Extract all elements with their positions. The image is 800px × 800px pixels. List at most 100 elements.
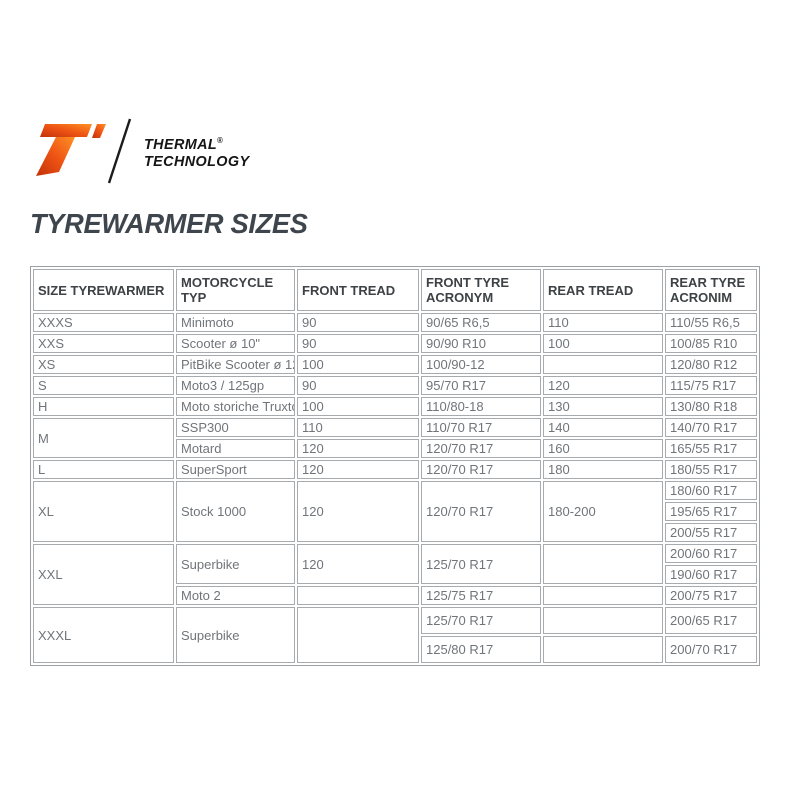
table-row-xl-2: 195/65 R17 <box>33 502 757 521</box>
col-header-front-tyre-acronym: FRONT TYRE ACRONYM <box>421 269 541 311</box>
cell: 95/70 R17 <box>421 376 541 395</box>
cell: Superbike <box>176 607 295 663</box>
cell: 140/70 R17 <box>665 418 757 437</box>
cell: 110/70 R17 <box>421 418 541 437</box>
cell: XS <box>33 355 174 374</box>
table-row-m-motard: Motard 120 120/70 R17 160 165/55 R17 <box>33 439 757 458</box>
col-header-size: SIZE TYREWARMER <box>33 269 174 311</box>
table-row-xxxs: XXXS Minimoto 90 90/65 R6,5 110 110/55 R… <box>33 313 757 332</box>
cell: 200/55 R17 <box>665 523 757 542</box>
col-header-motorcycle-typ: MOTORCYCLE TYP <box>176 269 295 311</box>
table-row-h: H Moto storiche Truxton 100 110/80-18 13… <box>33 397 757 416</box>
cell <box>543 636 663 663</box>
cell: 120 <box>297 481 419 542</box>
cell: 110 <box>543 313 663 332</box>
cell: 195/65 R17 <box>665 502 757 521</box>
cell: 190/60 R17 <box>665 565 757 584</box>
cell: XXL <box>33 544 174 605</box>
cell: 110 <box>297 418 419 437</box>
cell: XXXL <box>33 607 174 663</box>
cell: 100/90-12 <box>421 355 541 374</box>
cell: 200/70 R17 <box>665 636 757 663</box>
cell: 200/75 R17 <box>665 586 757 605</box>
cell: Minimoto <box>176 313 295 332</box>
table-row-xxxl-superbike: XXXL Superbike 125/70 R17 200/65 R17 <box>33 607 757 663</box>
cell: 200/65 R17 <box>665 607 757 634</box>
cell: Superbike <box>176 544 295 584</box>
cell: M <box>33 418 174 458</box>
registered-mark: ® <box>217 136 223 145</box>
cell: XXXS <box>33 313 174 332</box>
page-title: TYREWARMER SIZES <box>30 208 308 239</box>
cell: 110/80-18 <box>421 397 541 416</box>
cell: SuperSport <box>176 460 295 479</box>
table-row-xxl-2: 190/60 R17 <box>33 565 757 584</box>
col-header-front-tread: FRONT TREAD <box>297 269 419 311</box>
cell: 120 <box>543 376 663 395</box>
cell: L <box>33 460 174 479</box>
cell: 100 <box>297 397 419 416</box>
table-row-xl: XL Stock 1000 120 120/70 R17 180-200 180… <box>33 481 757 542</box>
cell: XXS <box>33 334 174 353</box>
cell: Moto storiche Truxton <box>176 397 295 416</box>
brand-name-line1: THERMAL® <box>144 136 223 153</box>
cell <box>543 586 663 605</box>
cell: 130/80 R18 <box>665 397 757 416</box>
cell: 160 <box>543 439 663 458</box>
table-row-xxl-superbike: XXL Superbike 120 125/70 R17 200/60 R17 <box>33 544 757 605</box>
table-row-xl-3: 200/55 R17 <box>33 523 757 542</box>
cell: 125/70 R17 <box>421 607 541 634</box>
cell: 125/80 R17 <box>421 636 541 663</box>
cell: 100/85 R10 <box>665 334 757 353</box>
table-row-xxxl-2: 125/80 R17 200/70 R17 <box>33 636 757 663</box>
cell: XL <box>33 481 174 542</box>
cell: 165/55 R17 <box>665 439 757 458</box>
cell: 125/70 R17 <box>421 544 541 584</box>
cell: 180/55 R17 <box>665 460 757 479</box>
cell: 130 <box>543 397 663 416</box>
cell: Moto 2 <box>176 586 295 605</box>
col-header-rear-tread: REAR TREAD <box>543 269 663 311</box>
cell: Motard <box>176 439 295 458</box>
cell: S <box>33 376 174 395</box>
cell: 200/60 R17 <box>665 544 757 563</box>
table-row-s: S Moto3 / 125gp 90 95/70 R17 120 115/75 … <box>33 376 757 395</box>
cell: H <box>33 397 174 416</box>
cell: 180 <box>543 460 663 479</box>
cell: 115/75 R17 <box>665 376 757 395</box>
cell: 120/70 R17 <box>421 460 541 479</box>
sizes-table: SIZE TYREWARMER MOTORCYCLE TYP FRONT TRE… <box>30 266 760 666</box>
col-header-rear-tyre-acronim: REAR TYRE ACRONIM <box>665 269 757 311</box>
cell: 90/90 R10 <box>421 334 541 353</box>
cell <box>543 355 663 374</box>
cell: 120 <box>297 439 419 458</box>
thermal-technology-logo-icon <box>36 118 132 184</box>
cell: 120/70 R17 <box>421 439 541 458</box>
table-row-m-ssp300: M SSP300 110 110/70 R17 140 140/70 R17 <box>33 418 757 458</box>
table-row-xxs: XXS Scooter ø 10" 90 90/90 R10 100 100/8… <box>33 334 757 353</box>
cell: 180-200 <box>543 481 663 542</box>
page-content: THERMAL® TECHNOLOGY TYREWARMER SIZES SIZ… <box>30 118 760 666</box>
cell: PitBike Scooter ø 12" <box>176 355 295 374</box>
cell: 90/65 R6,5 <box>421 313 541 332</box>
table-row-xs: XS PitBike Scooter ø 12" 100 100/90-12 1… <box>33 355 757 374</box>
brand-name: THERMAL® TECHNOLOGY <box>144 132 249 170</box>
cell: 90 <box>297 334 419 353</box>
cell <box>543 544 663 584</box>
cell <box>297 586 419 605</box>
cell: 125/75 R17 <box>421 586 541 605</box>
brand-name-line2: TECHNOLOGY <box>144 153 250 170</box>
cell: SSP300 <box>176 418 295 437</box>
cell: 90 <box>297 376 419 395</box>
cell: 110/55 R6,5 <box>665 313 757 332</box>
header-row: SIZE TYREWARMER MOTORCYCLE TYP FRONT TRE… <box>33 269 757 311</box>
cell: Stock 1000 <box>176 481 295 542</box>
cell: 100 <box>543 334 663 353</box>
cell: 120/70 R17 <box>421 481 541 542</box>
cell <box>543 607 663 634</box>
cell: 140 <box>543 418 663 437</box>
cell <box>297 607 419 663</box>
cell: 90 <box>297 313 419 332</box>
cell: 100 <box>297 355 419 374</box>
cell: 120 <box>297 460 419 479</box>
